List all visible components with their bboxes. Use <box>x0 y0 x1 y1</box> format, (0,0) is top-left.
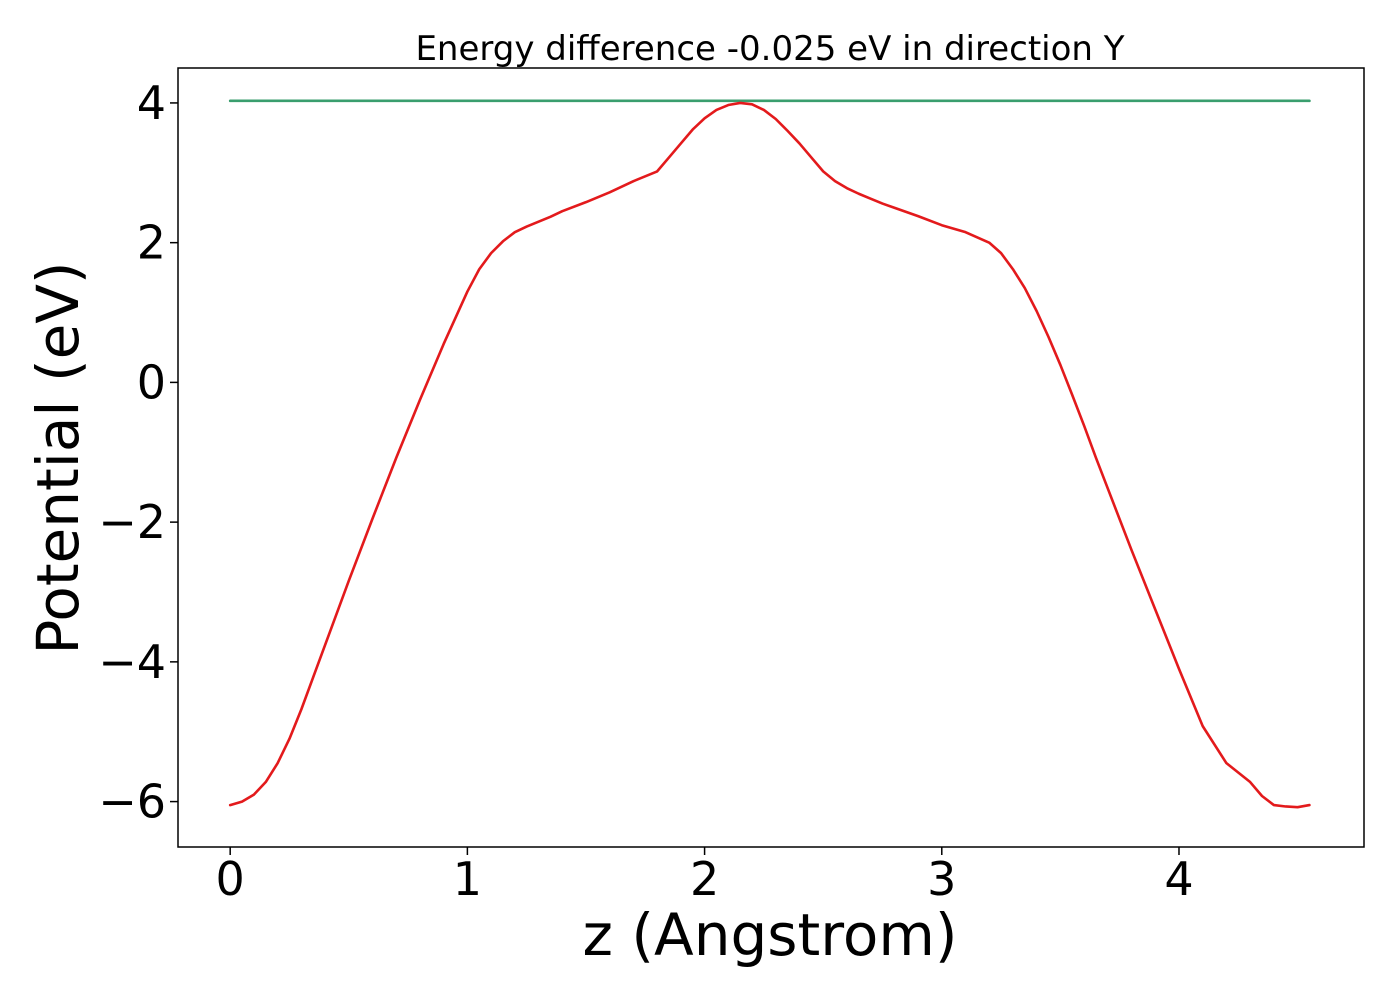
x-tick-label: 2 <box>690 852 719 906</box>
y-tick-label: 4 <box>137 76 166 130</box>
x-tick-label: 0 <box>216 852 245 906</box>
y-axis-title: Potential (eV) <box>24 261 92 654</box>
y-tick-label: 0 <box>137 355 166 409</box>
chart-title: Energy difference -0.025 eV in direction… <box>415 29 1124 69</box>
y-axis-ticks: −6 −4 −2 0 2 4 <box>98 76 178 829</box>
x-axis-title: z (Angstrom) <box>583 901 958 969</box>
x-tick-label: 1 <box>453 852 482 906</box>
series-line-2 <box>228 101 1311 809</box>
x-tick-label: 3 <box>927 852 956 906</box>
y-tick-label: −2 <box>98 495 166 549</box>
x-axis-ticks: 0 1 2 3 4 <box>216 847 1194 906</box>
y-tick-label: −4 <box>98 635 166 689</box>
y-tick-label: −6 <box>98 775 166 829</box>
y-tick-label: 2 <box>137 216 166 270</box>
series-layer <box>228 99 1311 809</box>
x-tick-label: 4 <box>1164 852 1193 906</box>
plot-area-frame <box>177 67 1365 848</box>
